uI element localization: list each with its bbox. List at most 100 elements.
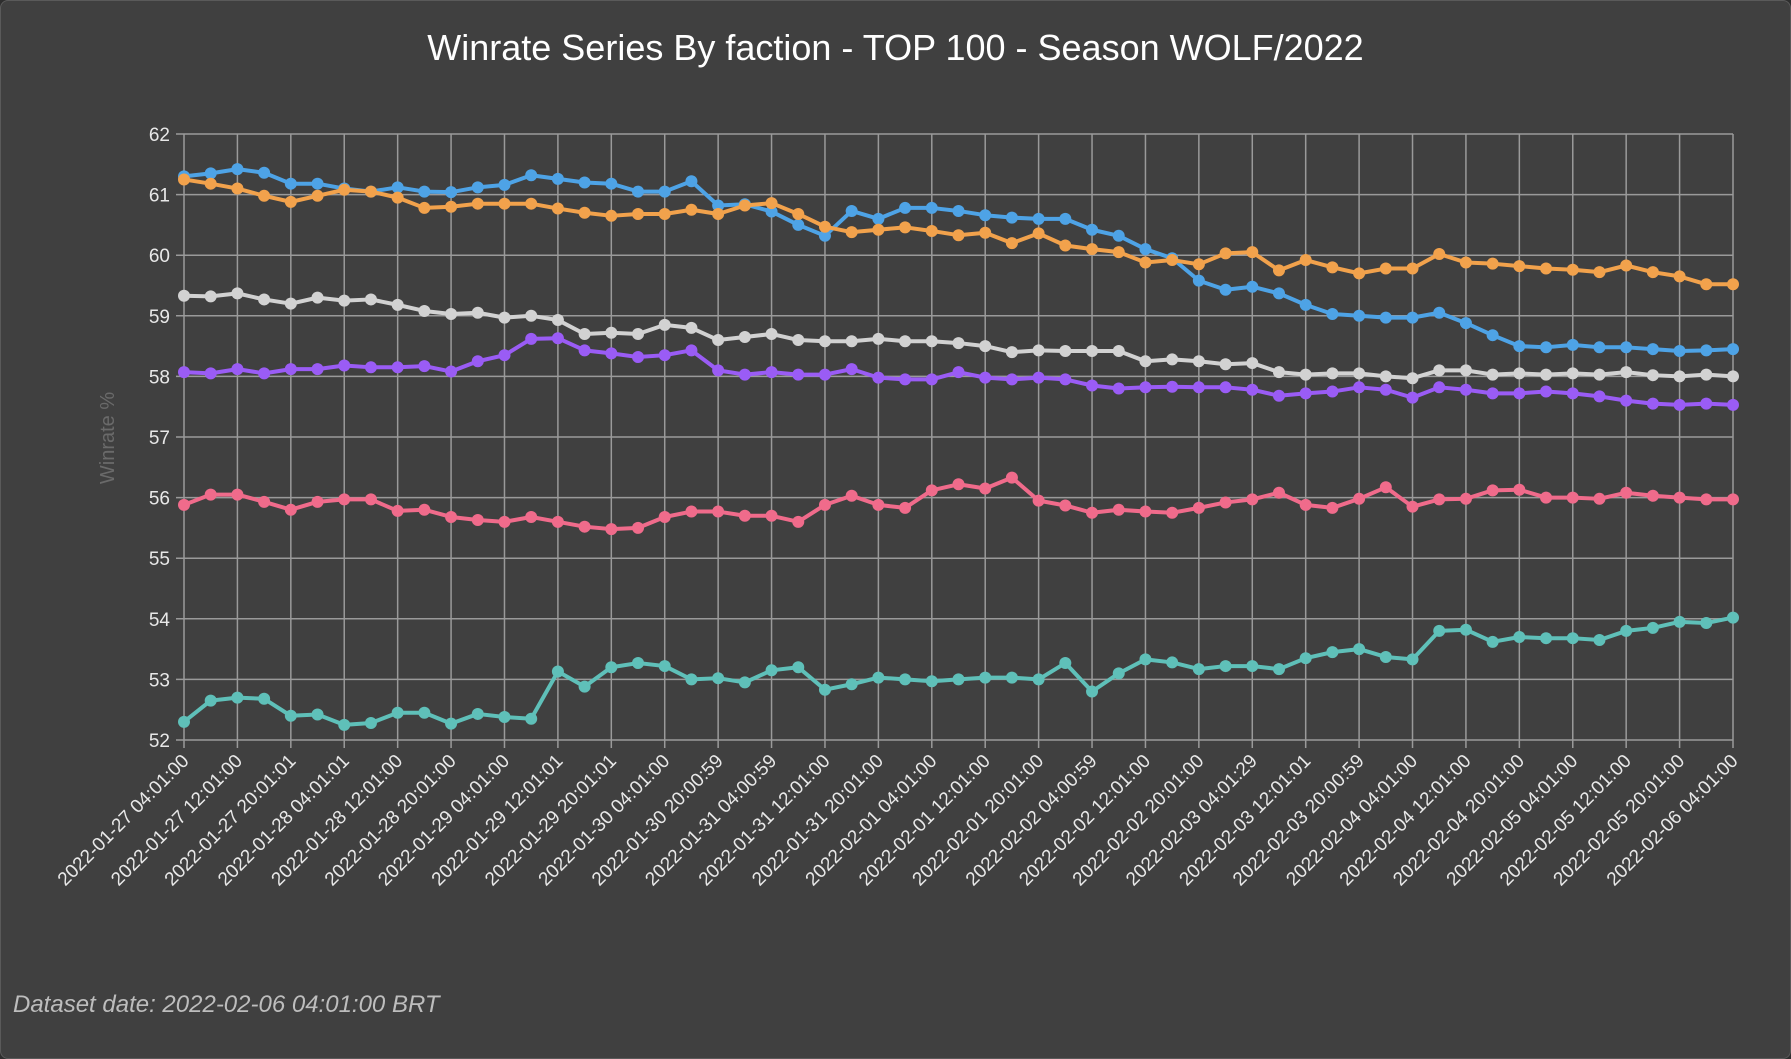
data-point: [578, 344, 591, 357]
data-point: [605, 177, 618, 190]
data-point: [1219, 660, 1232, 673]
data-point: [1379, 262, 1392, 275]
data-point: [551, 332, 564, 345]
data-point: [872, 371, 885, 384]
data-point: [1139, 256, 1152, 269]
data-point: [1673, 398, 1686, 411]
data-point: [899, 501, 912, 514]
data-point: [1166, 656, 1179, 669]
data-point: [471, 197, 484, 210]
data-point: [685, 175, 698, 188]
data-point: [578, 520, 591, 533]
data-point: [445, 186, 458, 199]
data-point: [1459, 364, 1472, 377]
data-point: [845, 678, 858, 691]
data-point: [311, 177, 324, 190]
data-point: [338, 183, 351, 196]
data-point: [632, 185, 645, 198]
data-point: [792, 515, 805, 528]
series-4: [178, 471, 1739, 536]
data-point: [1032, 371, 1045, 384]
data-point: [258, 367, 271, 380]
data-point: [658, 207, 671, 220]
data-point: [925, 201, 938, 214]
data-point: [498, 178, 511, 191]
data-point: [204, 290, 217, 303]
data-point: [1379, 311, 1392, 324]
data-point: [1219, 358, 1232, 371]
data-point: [845, 226, 858, 239]
data-point: [1540, 385, 1553, 398]
data-point: [1513, 483, 1526, 496]
data-point: [605, 347, 618, 360]
data-point: [1246, 280, 1259, 293]
data-point: [1299, 652, 1312, 665]
data-point: [1700, 344, 1713, 357]
data-point: [1700, 397, 1713, 410]
data-point: [792, 368, 805, 381]
series-line: [183, 167, 1734, 353]
data-point: [1166, 506, 1179, 519]
data-point: [178, 715, 190, 728]
data-point: [605, 523, 618, 536]
data-point: [1192, 501, 1205, 514]
data-point: [364, 361, 377, 374]
data-point: [1406, 262, 1419, 275]
data-point: [1005, 671, 1018, 684]
data-point: [498, 710, 511, 723]
data-point: [712, 364, 725, 377]
series-2: [178, 287, 1739, 385]
data-point: [1459, 256, 1472, 269]
data-point: [765, 205, 778, 218]
data-point: [1272, 389, 1285, 402]
data-point: [418, 201, 431, 214]
y-tick-label: 59: [149, 307, 170, 328]
y-tick-label: 52: [149, 731, 170, 752]
series-group: [178, 163, 1739, 731]
data-point: [685, 203, 698, 216]
data-point: [899, 335, 912, 348]
data-point: [1005, 346, 1018, 359]
data-point: [578, 680, 591, 693]
data-point: [1326, 261, 1339, 274]
data-point: [1192, 258, 1205, 271]
data-point: [471, 306, 484, 319]
data-point: [792, 207, 805, 220]
dataset-date-note: Dataset date: 2022-02-06 04:01:00 BRT: [13, 991, 440, 1018]
data-point: [765, 366, 778, 379]
data-point: [1406, 391, 1419, 404]
data-point: [1086, 506, 1099, 519]
data-point: [1166, 353, 1179, 366]
data-point: [1246, 383, 1259, 396]
data-point: [1272, 264, 1285, 277]
data-point: [738, 676, 751, 689]
data-point: [1513, 260, 1526, 273]
data-point: [1326, 307, 1339, 320]
data-point: [1059, 657, 1072, 670]
data-point: [551, 665, 564, 678]
data-point: [712, 207, 725, 220]
data-point: [391, 706, 404, 719]
data-point: [1272, 287, 1285, 300]
data-point: [765, 197, 778, 210]
data-point: [551, 172, 564, 185]
data-point: [1139, 505, 1152, 518]
y-tick-label: 57: [149, 428, 170, 449]
data-point: [1700, 493, 1713, 506]
data-point: [1593, 341, 1606, 354]
data-point: [979, 226, 992, 239]
data-point: [445, 510, 458, 523]
data-point: [1379, 370, 1392, 383]
data-point: [418, 185, 431, 198]
data-point: [1059, 212, 1072, 225]
data-point: [738, 509, 751, 522]
data-point: [1593, 368, 1606, 381]
data-point: [632, 327, 645, 340]
data-point: [1326, 501, 1339, 514]
data-point: [1646, 621, 1659, 634]
data-point: [658, 660, 671, 673]
data-point: [1379, 650, 1392, 663]
grid: [176, 133, 1734, 748]
data-point: [1272, 366, 1285, 379]
